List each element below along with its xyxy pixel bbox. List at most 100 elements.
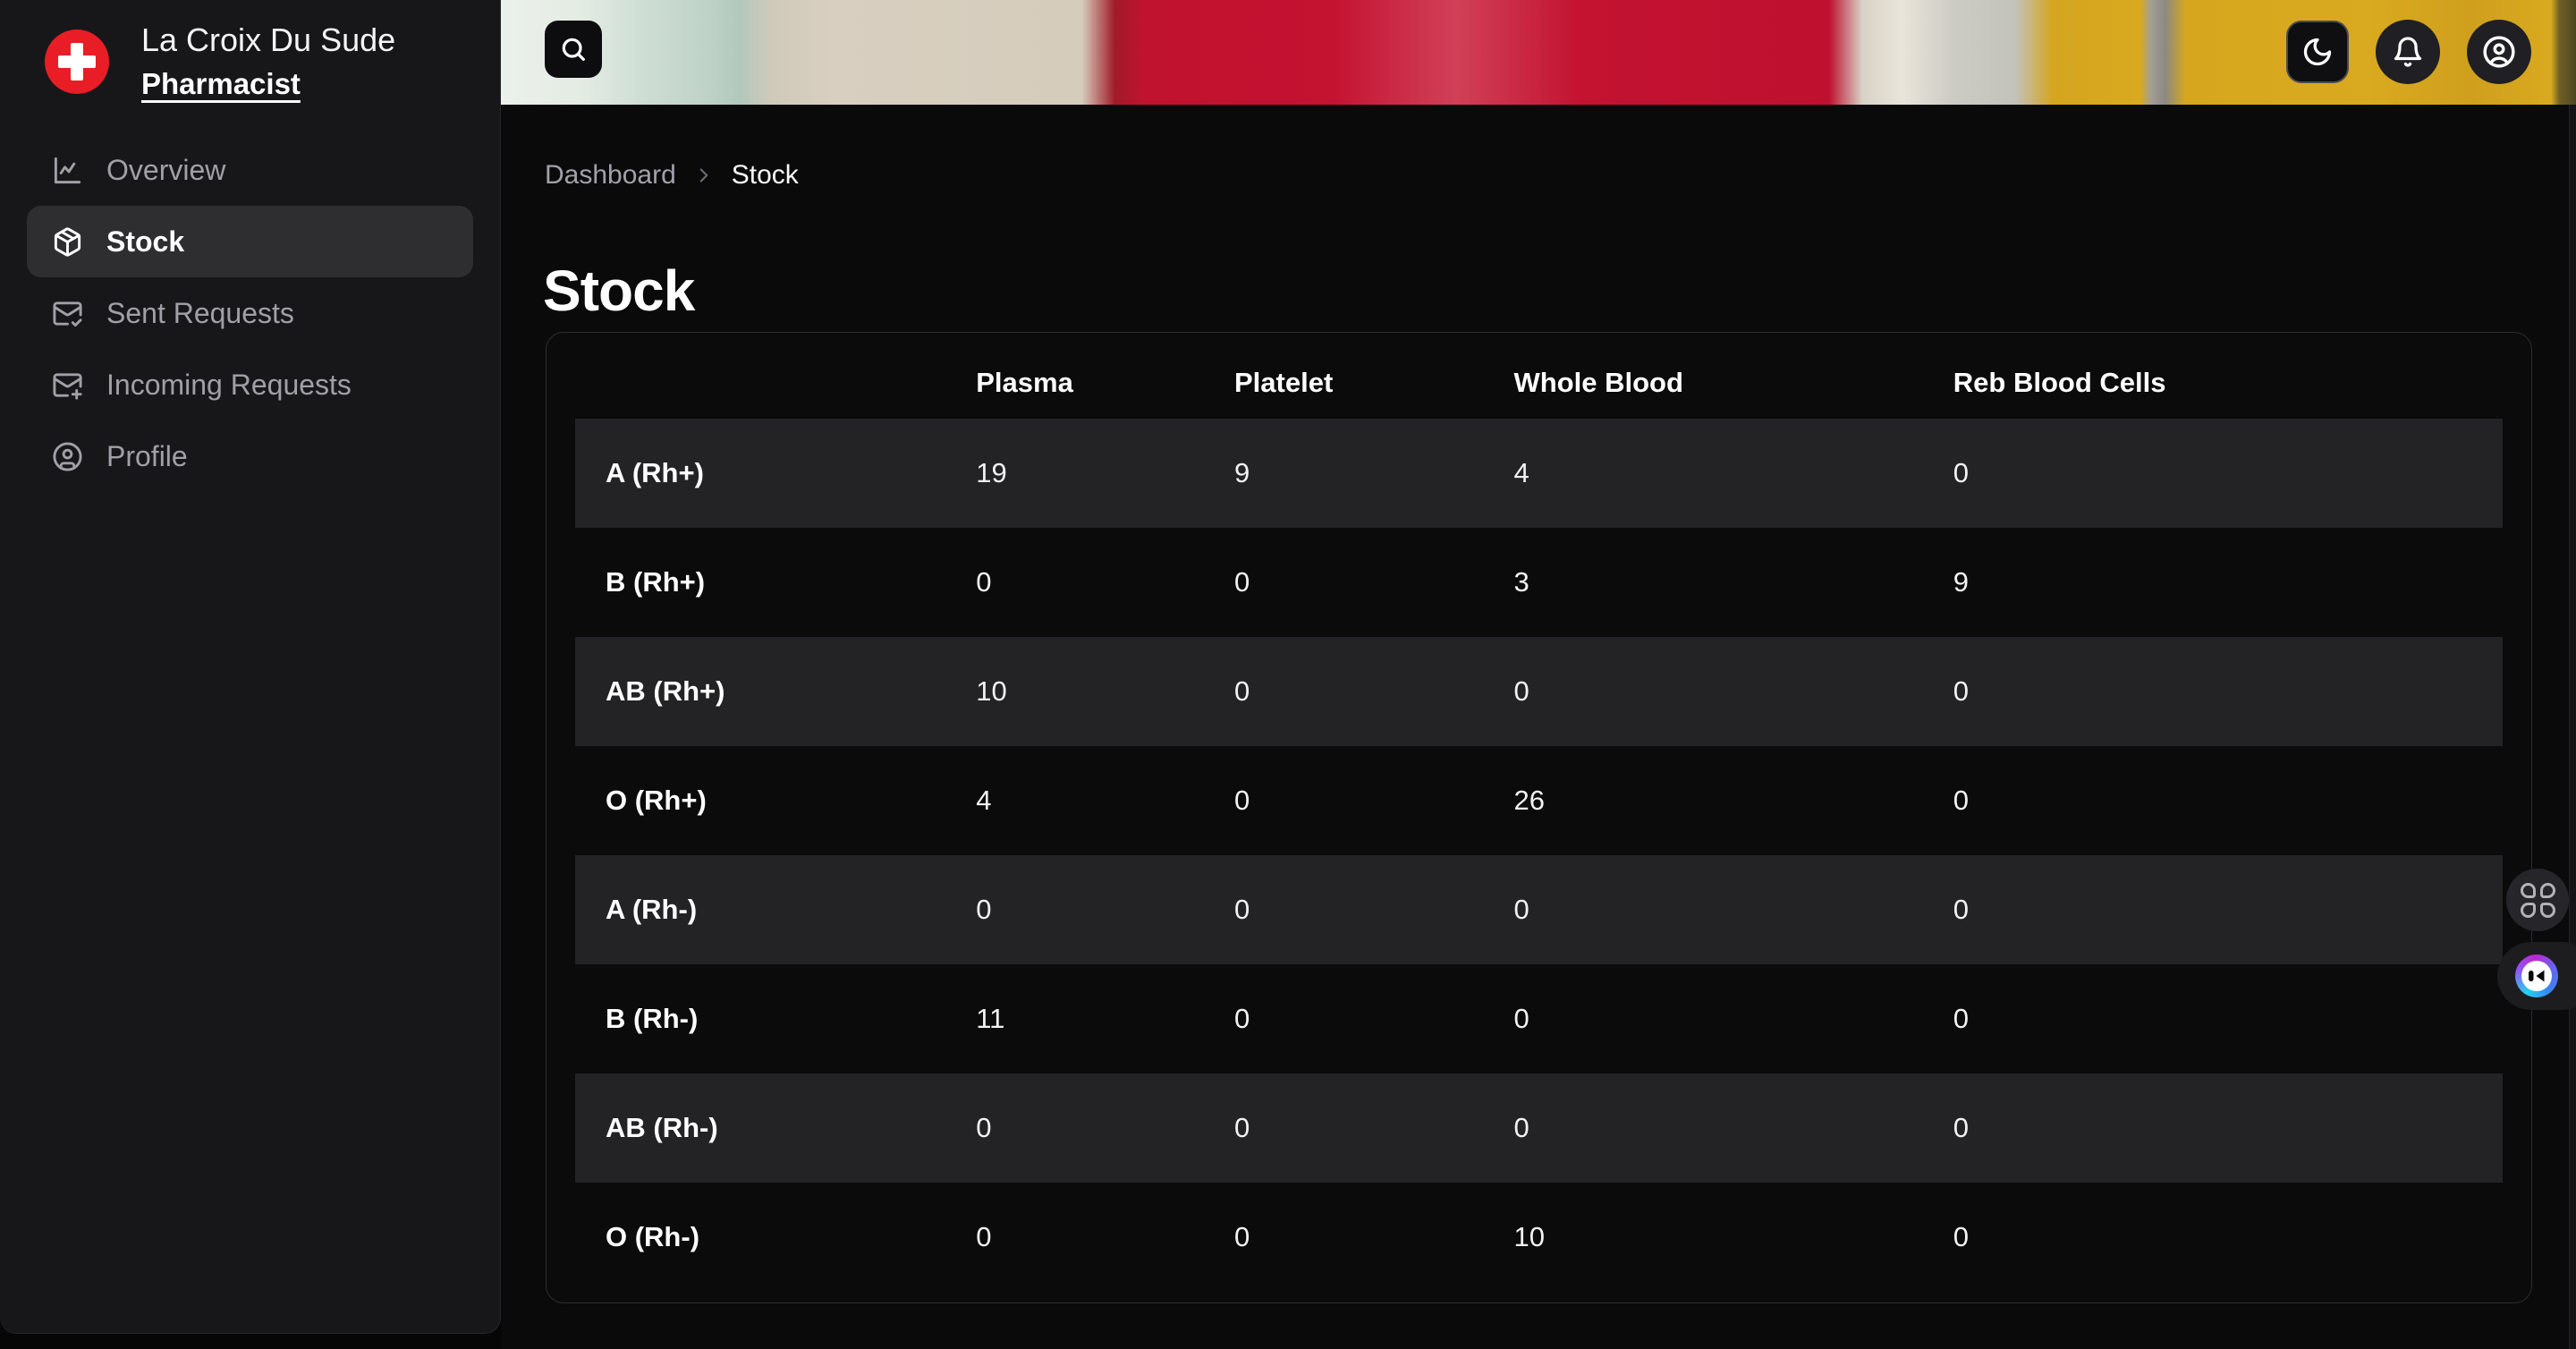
sidebar-item-sent-requests[interactable]: Sent Requests <box>27 277 473 349</box>
search-icon <box>562 38 585 61</box>
line-chart-icon <box>54 157 81 183</box>
cell: 0 <box>1513 894 1530 925</box>
sidebar-item-label: Overview <box>106 153 226 186</box>
bot-avatar-icon <box>2515 954 2558 997</box>
notifications-button[interactable] <box>2376 20 2440 84</box>
account-icon <box>2483 36 2515 68</box>
mail-plus-icon <box>53 372 82 400</box>
package-icon <box>54 226 81 257</box>
header-cover-image <box>501 0 2576 105</box>
mail-check-icon <box>53 301 82 327</box>
sidebar-item-overview[interactable]: Overview <box>27 134 473 206</box>
cell: 0 <box>1953 1003 1970 1034</box>
breadcrumb-current: Stock <box>731 160 799 190</box>
brand-role-link[interactable]: Pharmacist <box>141 67 301 101</box>
breadcrumb: Dashboard Stock <box>545 160 799 191</box>
col-header-red-blood-cells: Reb Blood Cells <box>1953 367 2166 398</box>
cell: 0 <box>1234 1221 1250 1252</box>
topbar-actions <box>2286 20 2531 84</box>
cell: 0 <box>976 1112 992 1143</box>
table-row: AB (Rh+) 10 0 0 0 <box>575 637 2503 746</box>
sidebar: La Croix Du Sude Pharmacist Overview Sto… <box>0 0 501 1334</box>
table-row: A (Rh-) 0 0 0 0 <box>575 855 2503 964</box>
cell: 0 <box>1953 457 1970 488</box>
sidebar-nav: Overview Stock Sent Requests Incoming Re… <box>27 134 473 492</box>
cell: 10 <box>976 675 1007 707</box>
row-label: AB (Rh-) <box>606 1112 718 1143</box>
cell: 26 <box>1513 785 1545 816</box>
red-cross-logo-icon <box>45 29 109 94</box>
bell-icon <box>2394 37 2422 67</box>
stock-table-card: Plasma Platelet Whole Blood Reb Blood Ce… <box>546 332 2532 1303</box>
cell: 0 <box>1953 785 1970 816</box>
cell: 0 <box>1953 1221 1970 1252</box>
cell: 19 <box>976 457 1007 488</box>
cell: 10 <box>1513 1221 1545 1252</box>
chevron-right-icon <box>692 164 716 187</box>
cell: 9 <box>1953 566 1970 598</box>
sidebar-item-profile[interactable]: Profile <box>27 420 473 492</box>
brand-text: La Croix Du Sude Pharmacist <box>141 21 395 101</box>
col-header-platelet: Platelet <box>1234 367 1334 398</box>
table-row: O (Rh-) 0 0 10 0 <box>575 1183 2503 1292</box>
row-label: B (Rh-) <box>606 1003 699 1034</box>
cell: 0 <box>1234 785 1250 816</box>
apps-launcher-button[interactable] <box>2506 869 2569 931</box>
row-label: AB (Rh+) <box>606 675 725 707</box>
col-header-blank <box>575 333 976 419</box>
cell: 4 <box>1513 457 1530 488</box>
sidebar-item-incoming-requests[interactable]: Incoming Requests <box>27 349 473 420</box>
col-header-plasma: Plasma <box>976 367 1073 398</box>
clover-apps-icon <box>2520 882 2555 918</box>
user-circle-icon <box>53 441 82 471</box>
table-row: B (Rh-) 11 0 0 0 <box>575 964 2503 1073</box>
sidebar-item-label: Sent Requests <box>106 296 294 329</box>
cell: 0 <box>976 566 992 598</box>
cell: 0 <box>976 1221 992 1252</box>
assistant-widget-button[interactable] <box>2497 942 2576 1010</box>
cell: 3 <box>1513 566 1530 598</box>
cell: 4 <box>976 785 992 816</box>
account-button[interactable] <box>2467 20 2531 84</box>
row-label: O (Rh-) <box>606 1221 700 1252</box>
table-header-row: Plasma Platelet Whole Blood Reb Blood Ce… <box>575 333 2503 419</box>
table-row: AB (Rh-) 0 0 0 0 <box>575 1073 2503 1183</box>
brand-name: La Croix Du Sude <box>141 21 396 58</box>
sidebar-item-label: Stock <box>106 225 185 258</box>
search-button[interactable] <box>545 21 602 78</box>
cell: 0 <box>1234 894 1250 925</box>
cell: 0 <box>1513 1112 1530 1143</box>
page-title: Stock <box>543 258 695 323</box>
brand: La Croix Du Sude Pharmacist <box>0 0 500 101</box>
cell: 0 <box>1953 675 1970 707</box>
breadcrumb-dashboard[interactable]: Dashboard <box>545 160 676 190</box>
sidebar-item-label: Profile <box>106 439 188 472</box>
cell: 0 <box>1513 1003 1530 1034</box>
cell: 0 <box>1234 675 1250 707</box>
cell: 0 <box>1234 1003 1250 1034</box>
cell: 0 <box>976 894 992 925</box>
scrollbar-gutter[interactable] <box>2569 105 2576 1349</box>
cell: 0 <box>1953 1112 1970 1143</box>
cell: 0 <box>1953 894 1970 925</box>
cell: 0 <box>1234 566 1250 598</box>
main-area: Dashboard Stock Stock Plasma Platelet Wh <box>501 0 2576 1349</box>
table-row: A (Rh+) 19 9 4 0 <box>575 419 2503 528</box>
table-row: O (Rh+) 4 0 26 0 <box>575 746 2503 855</box>
cell: 9 <box>1234 457 1250 488</box>
row-label: A (Rh+) <box>606 457 704 488</box>
row-label: B (Rh+) <box>606 566 706 598</box>
cell: 11 <box>976 1003 1005 1034</box>
stock-table: Plasma Platelet Whole Blood Reb Blood Ce… <box>575 333 2503 1292</box>
cell: 0 <box>1513 675 1530 707</box>
row-label: O (Rh+) <box>606 785 707 816</box>
sidebar-item-label: Incoming Requests <box>106 368 352 401</box>
moon-icon <box>2303 38 2332 66</box>
row-label: A (Rh-) <box>606 894 698 925</box>
table-row: B (Rh+) 0 0 3 9 <box>575 528 2503 637</box>
content-area: Dashboard Stock Stock Plasma Platelet Wh <box>502 105 2576 1349</box>
cell: 0 <box>1234 1112 1250 1143</box>
theme-toggle-button[interactable] <box>2286 21 2349 83</box>
sidebar-item-stock[interactable]: Stock <box>27 206 473 277</box>
col-header-whole-blood: Whole Blood <box>1513 367 1683 398</box>
